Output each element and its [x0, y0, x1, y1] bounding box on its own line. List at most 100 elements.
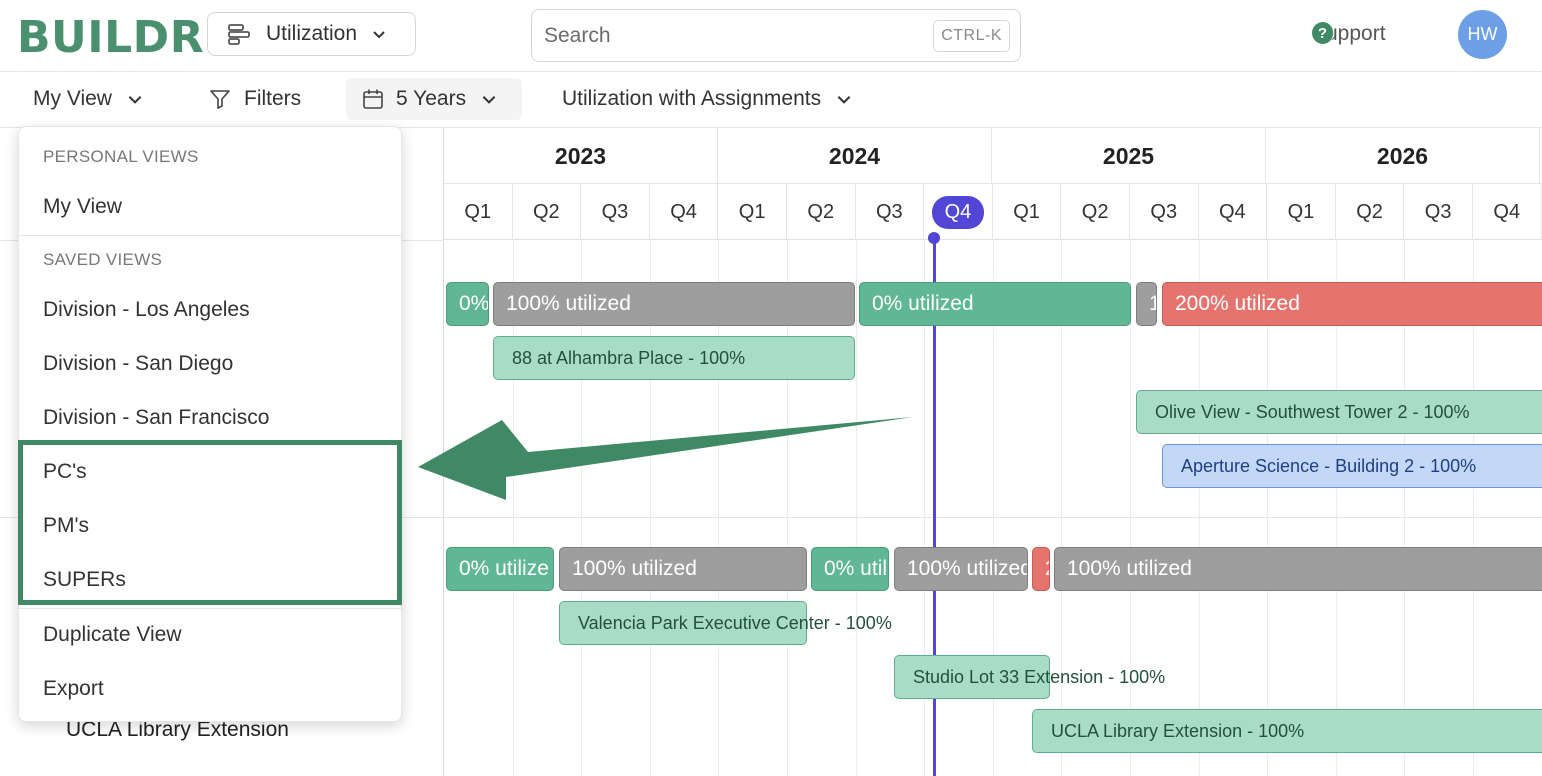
view-option-division-san-diego[interactable]: Division - San Diego — [43, 352, 234, 375]
quarter-cell: Q1 — [444, 184, 513, 240]
display-mode-select[interactable]: Utilization with Assignments — [562, 72, 853, 126]
utilization-bar[interactable]: 0% util — [811, 547, 889, 591]
app-logo[interactable]: BUILDR — [17, 12, 205, 63]
module-select[interactable]: Utilization — [207, 12, 416, 56]
grid-line — [992, 240, 994, 776]
quarter-cell: Q3 — [856, 184, 925, 240]
chevron-down-icon — [373, 31, 385, 39]
quarter-cell: Q4 — [1473, 184, 1542, 240]
grid-line — [1061, 240, 1063, 776]
quarter-cell: Q3 — [1404, 184, 1473, 240]
assignment-bar[interactable]: Valencia Park Executive Center - 100% — [559, 601, 892, 645]
grid-line — [1473, 240, 1474, 776]
view-option-pms[interactable]: PM's — [43, 514, 90, 537]
utilization-bar[interactable]: 0% utilized — [859, 282, 1131, 326]
grid-line — [718, 240, 720, 776]
top-bar: BUILDR Utilization Search CTRL-K ? Suppo… — [0, 0, 1542, 72]
utilization-bar[interactable]: 100% utilized — [559, 547, 807, 591]
utilization-icon — [228, 24, 250, 45]
duplicate-view-action[interactable]: Duplicate View — [43, 623, 182, 646]
quarter-label: Q2 — [807, 200, 835, 223]
search-shortcut: CTRL-K — [933, 19, 1010, 52]
support-link[interactable]: ? Support — [1312, 22, 1386, 46]
quarter-label: Q2 — [1081, 200, 1109, 223]
grid-line — [855, 240, 857, 776]
callout-arrow-icon — [418, 417, 913, 500]
grid-line — [512, 240, 514, 776]
assignment-bar[interactable]: Olive View - Southwest Tower 2 - 100% — [1136, 390, 1542, 434]
utilization-bar[interactable]: 2 — [1032, 547, 1050, 591]
utilization-bar[interactable]: 200% utilized — [1162, 282, 1542, 326]
year-cell: 2025 — [992, 128, 1266, 184]
quarter-label: Q3 — [876, 200, 903, 223]
quarter-label: Q1 — [1013, 200, 1040, 223]
avatar[interactable]: HW — [1458, 10, 1507, 59]
today-marker-dot — [928, 232, 940, 244]
grid-line — [1198, 240, 1200, 776]
filters-button[interactable]: Filters — [208, 72, 301, 126]
today-marker — [933, 238, 936, 776]
divider — [19, 608, 403, 609]
view-option-division-los-angeles[interactable]: Division - Los Angeles — [43, 298, 250, 321]
quarter-label: Q3 — [1424, 200, 1452, 223]
quarter-cell: Q1 — [718, 184, 787, 240]
utilization-bar[interactable]: 0% — [446, 282, 489, 326]
quarter-label: Q4 — [1493, 200, 1521, 223]
quarter-label: Q3 — [601, 200, 629, 223]
date-range-label: 5 Years — [396, 87, 467, 110]
assignment-bar[interactable]: 88 at Alhambra Place - 100% — [493, 336, 855, 380]
quarter-label: Q2 — [1356, 200, 1383, 223]
quarter-label: Q3 — [1150, 200, 1178, 223]
quarter-label: Q4 — [670, 200, 697, 223]
filter-icon — [210, 90, 230, 109]
year-cell: 2024 — [718, 128, 992, 184]
view-option-my-view[interactable]: My View — [43, 195, 122, 218]
search-placeholder: Search — [544, 23, 611, 47]
module-select-label: Utilization — [266, 22, 358, 45]
calendar-icon — [363, 89, 383, 109]
assignment-bar[interactable]: Aperture Science - Building 2 - 100% — [1162, 444, 1542, 488]
view-dropdown-menu: PERSONAL VIEWS My View SAVED VIEWS Divis… — [18, 126, 403, 722]
view-option-supers[interactable]: SUPERs — [43, 568, 126, 591]
quarter-cell: Q2 — [787, 184, 856, 240]
row-divider — [444, 517, 1542, 518]
grid-line — [1404, 240, 1406, 776]
utilization-bar[interactable]: 0% utilize — [446, 547, 554, 591]
grid-line — [787, 240, 788, 776]
quarter-cell: Q2 — [1061, 184, 1130, 240]
quarter-cell: Q1 — [1267, 184, 1336, 240]
grid-line — [1130, 240, 1131, 776]
utilization-bar[interactable]: 100% utilized — [1054, 547, 1542, 591]
year-cell: 2023 — [444, 128, 718, 184]
export-action[interactable]: Export — [43, 677, 104, 700]
quarter-cell: Q2 — [1336, 184, 1405, 240]
view-selector-label: My View — [33, 87, 112, 110]
quarter-label: Q4 — [1219, 200, 1246, 223]
view-option-division-san-francisco[interactable]: Division - San Francisco — [43, 406, 270, 429]
grid-line — [1267, 240, 1269, 776]
quarter-label: Q1 — [738, 200, 766, 223]
chevron-down-icon — [837, 96, 851, 104]
assignment-bar[interactable]: UCLA Library Extension - 100% — [1032, 709, 1542, 753]
quarter-cell: Q3 — [1130, 184, 1199, 240]
quarter-cell: Q4 — [650, 184, 719, 240]
chevron-down-icon — [482, 96, 496, 104]
view-selector[interactable]: My View — [33, 72, 144, 126]
grid-line — [924, 240, 926, 776]
quarter-cell: Q1 — [993, 184, 1062, 240]
date-range-select[interactable]: 5 Years — [346, 78, 522, 120]
search-input[interactable]: Search CTRL-K — [531, 9, 1021, 62]
quarter-label: Q1 — [464, 200, 492, 223]
utilization-bar[interactable]: 1 — [1136, 282, 1157, 326]
assignment-bar[interactable]: Studio Lot 33 Extension - 100% — [894, 655, 1165, 699]
quarter-cell: Q2 — [513, 184, 582, 240]
filters-label: Filters — [244, 87, 302, 110]
quarter-label: Q2 — [533, 200, 560, 223]
quarter-label: Q4 — [931, 195, 985, 229]
utilization-bar[interactable]: 100% utilized — [894, 547, 1028, 591]
year-header: 2023 2024 2025 2026 — [444, 128, 1542, 184]
utilization-bar[interactable]: 100% utilized — [493, 282, 855, 326]
saved-views-header: SAVED VIEWS — [43, 250, 163, 269]
project-label: UCLA Library Extension — [66, 718, 289, 741]
view-option-pcs[interactable]: PC's — [43, 460, 87, 483]
